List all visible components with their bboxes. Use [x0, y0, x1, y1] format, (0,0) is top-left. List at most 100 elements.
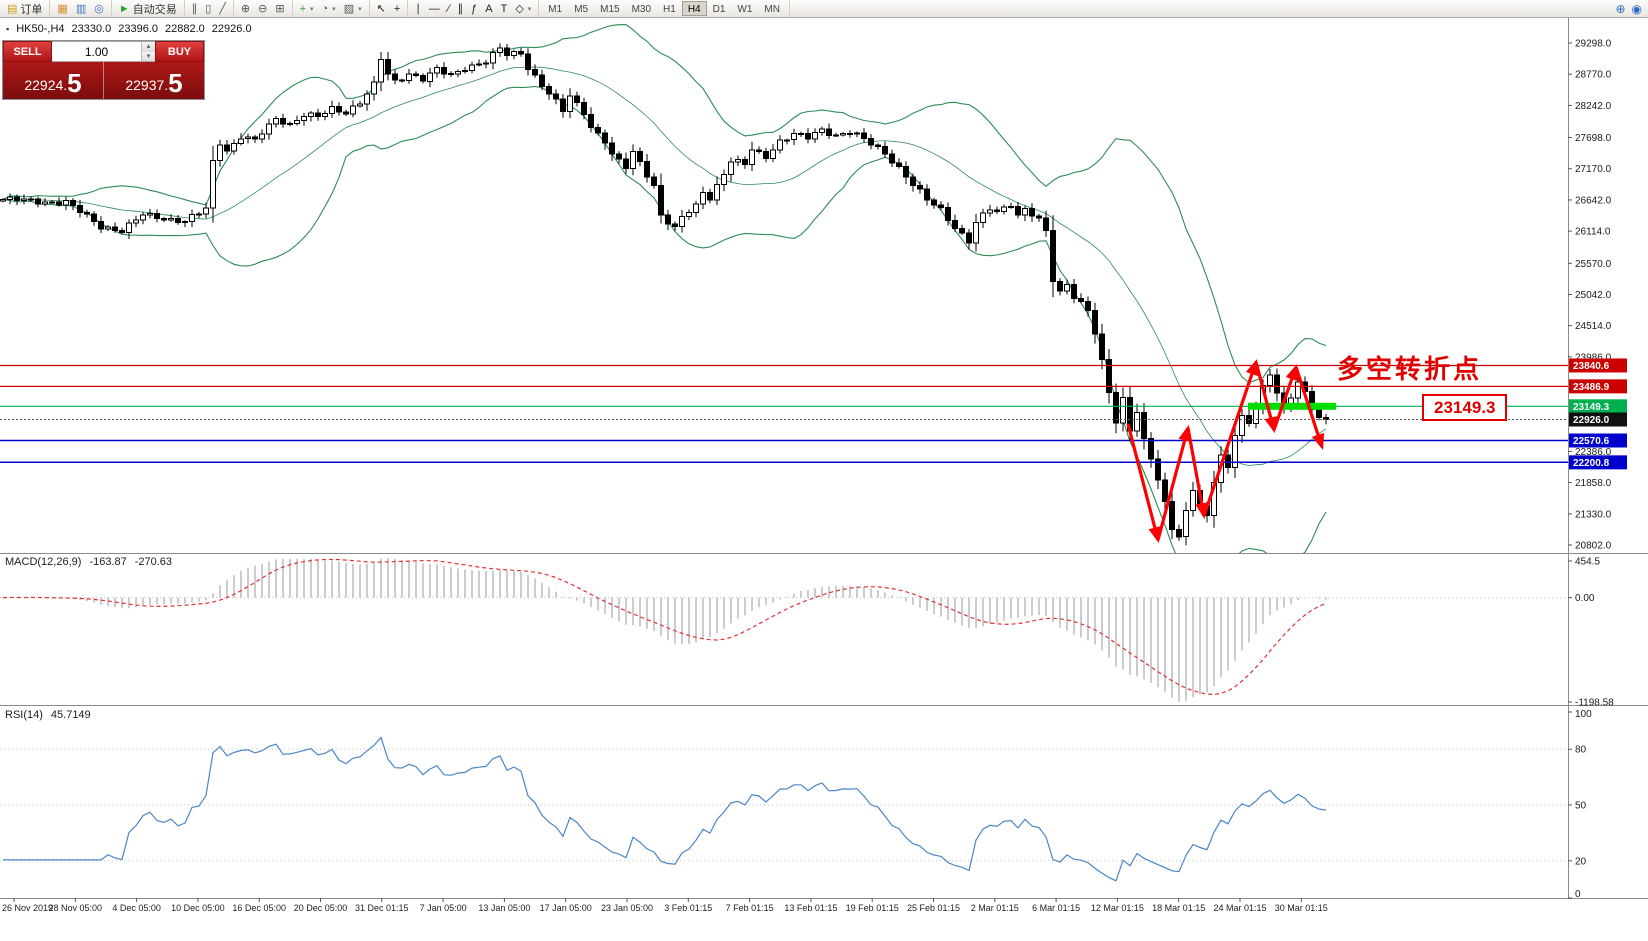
- crosshair-icon: +: [393, 2, 401, 15]
- zoom-out-button[interactable]: ⊖: [254, 1, 271, 17]
- line-chart-button[interactable]: ╱: [215, 1, 230, 17]
- toolbar-group: ▦ ▥ ◎: [50, 0, 112, 17]
- sell-price-display[interactable]: 22924. 5: [3, 62, 103, 99]
- zoom-in-icon: ⊕: [240, 2, 251, 15]
- new-order-button[interactable]: ▤ 订单: [3, 1, 46, 17]
- svg-text:27698.0: 27698.0: [1575, 133, 1612, 144]
- sell-button[interactable]: SELL: [3, 41, 52, 62]
- timeframe-m15-button[interactable]: M15: [600, 4, 620, 15]
- svg-text:0: 0: [1575, 889, 1581, 900]
- profiles-button[interactable]: ▥: [72, 1, 90, 17]
- timeframe-m30-button[interactable]: M30: [631, 4, 652, 15]
- templates-button[interactable]: ▨ ▾: [340, 1, 366, 17]
- svg-text:18 Mar 01:15: 18 Mar 01:15: [1152, 903, 1205, 913]
- timeframe-d1-button[interactable]: D1: [712, 4, 726, 15]
- svg-text:2 Mar 01:15: 2 Mar 01:15: [971, 903, 1019, 913]
- toolbar-group: ∣ — ∕ ∥ ƒ A T ◇ ▾: [408, 0, 540, 17]
- svg-text:31 Dec 01:15: 31 Dec 01:15: [355, 903, 409, 913]
- svg-text:13 Jan 05:00: 13 Jan 05:00: [478, 903, 530, 913]
- lot-spinner: ▴ ▾: [141, 42, 155, 61]
- new-order-button-label: 订单: [20, 3, 43, 16]
- dropdown-caret-icon: ▾: [527, 5, 532, 13]
- vertical-line-icon: ∣: [415, 2, 421, 15]
- timeframe-mn-button[interactable]: MN: [764, 4, 780, 15]
- highlight-level-bar[interactable]: [1248, 402, 1336, 410]
- timeframe-h4-button[interactable]: H4: [681, 1, 707, 16]
- svg-text:21858.0: 21858.0: [1575, 478, 1612, 489]
- trendline-icon: ∕: [447, 2, 450, 15]
- svg-text:23840.6: 23840.6: [1573, 361, 1610, 372]
- svg-text:12 Mar 01:15: 12 Mar 01:15: [1091, 903, 1144, 913]
- vertical-line-button[interactable]: ∣: [411, 1, 425, 17]
- zoom-out-icon: ⊖: [258, 2, 268, 15]
- buy-price-display[interactable]: 22937. 5: [104, 62, 204, 99]
- svg-text:22200.8: 22200.8: [1573, 458, 1610, 469]
- lot-size-input[interactable]: [52, 42, 141, 61]
- macd-panel: [0, 558, 1568, 702]
- horizontal-line-button[interactable]: —: [425, 1, 444, 17]
- shapes-button[interactable]: ◇ ▾: [511, 1, 535, 17]
- ohlc-high: 23396.0: [118, 23, 159, 35]
- price-axis[interactable]: 29298.0 28770.0 28242.0 27698.0 27170.0 26642…: [1568, 39, 1627, 901]
- bollinger-bands: [2, 24, 1327, 553]
- price-callout-box[interactable]: 23149.3: [1422, 394, 1508, 421]
- timeframe-group: M1 M5 M15 M30 H1 H4 D1 W1 MN: [539, 0, 790, 17]
- profiles-icon: ▥: [75, 2, 87, 15]
- cursor-button[interactable]: ↖: [373, 1, 390, 17]
- svg-text:7 Jan 05:00: 7 Jan 05:00: [420, 903, 467, 913]
- panel-separators[interactable]: [0, 18, 1648, 899]
- svg-text:20 Dec 05:00: 20 Dec 05:00: [294, 903, 348, 913]
- trend-arrows[interactable]: [1126, 358, 1325, 544]
- community-button[interactable]: ◉: [1631, 1, 1642, 16]
- shapes-icon: ◇: [515, 2, 524, 15]
- indicators-button[interactable]: + ▾: [296, 1, 318, 17]
- fibonacci-button[interactable]: ƒ: [467, 1, 481, 17]
- text-button[interactable]: A: [481, 1, 496, 17]
- svg-text:26114.0: 26114.0: [1575, 227, 1611, 238]
- horizontal-line-icon: —: [428, 2, 440, 15]
- data-window-button[interactable]: ◎: [90, 1, 108, 17]
- macd-name: MACD(12,26,9): [5, 556, 82, 568]
- timeframe-m1-button[interactable]: M1: [548, 4, 563, 15]
- turning-point-annotation: 多空转折点: [1337, 354, 1483, 384]
- channel-button[interactable]: ∥: [454, 1, 468, 17]
- svg-text:23986.0: 23986.0: [1575, 352, 1612, 363]
- crosshair-button[interactable]: +: [390, 1, 404, 17]
- autotrading-button[interactable]: ► 自动交易: [115, 1, 181, 17]
- macd-signal-value: -270.63: [134, 556, 173, 568]
- svg-text:19 Feb 01:15: 19 Feb 01:15: [846, 903, 899, 913]
- chart-window-button[interactable]: ▦: [53, 1, 71, 17]
- buy-button[interactable]: BUY: [155, 41, 204, 62]
- toolbar-group: ∥ ▯ ╱: [185, 0, 234, 17]
- candlestick-chart-button[interactable]: ▯: [201, 1, 215, 17]
- bar-chart-button[interactable]: ∥: [188, 1, 202, 17]
- timeframe-h1-button[interactable]: H1: [663, 4, 676, 15]
- periods-button[interactable]: ◔ ▾: [318, 1, 340, 17]
- macd-value: -163.87: [89, 556, 127, 568]
- sell-price-main: 22924.: [24, 77, 68, 93]
- svg-text:21330.0: 21330.0: [1575, 509, 1612, 520]
- timeframe-w1-button[interactable]: W1: [737, 4, 753, 15]
- label-icon: T: [500, 2, 508, 15]
- lot-size-box: ▴ ▾: [52, 41, 155, 62]
- line-chart-icon: ╱: [219, 2, 226, 15]
- svg-text:13 Feb 01:15: 13 Feb 01:15: [784, 903, 837, 913]
- svg-text:22386.0: 22386.0: [1575, 447, 1612, 458]
- ohlc-close: 22926.0: [211, 23, 252, 35]
- lot-increase-button[interactable]: ▴: [142, 42, 155, 52]
- zoom-in-button[interactable]: ⊕: [237, 1, 254, 17]
- svg-text:28 Nov 05:00: 28 Nov 05:00: [49, 903, 103, 913]
- search-button[interactable]: ⊕: [1615, 1, 1626, 16]
- label-button[interactable]: T: [497, 1, 512, 17]
- tile-windows-button[interactable]: ⊞: [271, 1, 288, 17]
- lot-decrease-button[interactable]: ▾: [142, 51, 155, 61]
- svg-text:25 Feb 01:15: 25 Feb 01:15: [907, 903, 960, 913]
- trendline-button[interactable]: ∕: [444, 1, 454, 17]
- ohlc-low: 22882.0: [165, 23, 205, 35]
- periods-icon: ◔: [321, 2, 329, 15]
- timeframe-m5-button[interactable]: M5: [574, 4, 589, 15]
- horizontal-price-lines[interactable]: [0, 364, 1568, 464]
- svg-text:100: 100: [1575, 709, 1592, 720]
